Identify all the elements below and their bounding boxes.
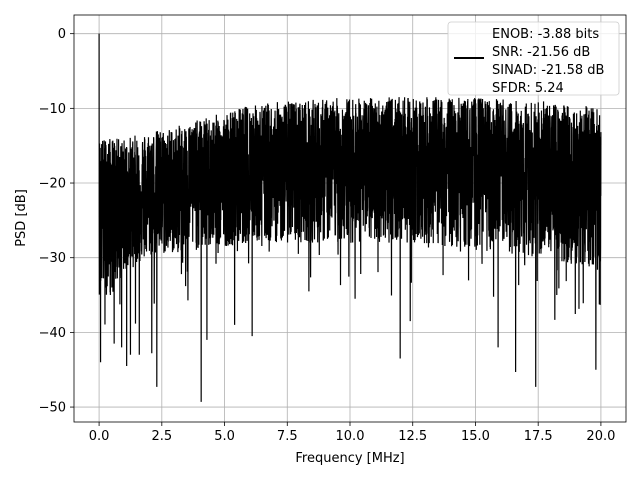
x-axis-label: Frequency [MHz] xyxy=(295,451,404,466)
y-tick-label: 0 xyxy=(58,27,66,42)
x-tick-label: 10.0 xyxy=(336,429,365,444)
legend-box xyxy=(447,21,620,96)
legend-entry-line: ENOB: -3.88 bits xyxy=(492,27,599,42)
x-tick-label: 0.0 xyxy=(89,429,110,444)
legend-entry-line: SFDR: 5.24 xyxy=(492,81,564,96)
legend-entry-line: SNR: -21.56 dB xyxy=(492,45,590,60)
y-axis-label: PSD [dB] xyxy=(14,189,29,247)
psd-series-line xyxy=(98,33,602,402)
y-tick-label: −30 xyxy=(39,251,66,266)
y-tick-label: −20 xyxy=(39,177,66,192)
legend: ENOB: -3.88 bits SNR: -21.56 dB SINAD: -21… xyxy=(447,21,620,96)
x-tick-label: 17.5 xyxy=(524,429,553,444)
x-tick-label: 5.0 xyxy=(214,429,235,444)
x-tick-label: 12.5 xyxy=(398,429,427,444)
x-axis: 0.0 2.5 5.0 7.5 10.0 12.5 15.0 17.5 20.0 xyxy=(89,422,615,444)
legend-entry-line: SINAD: -21.58 dB xyxy=(492,63,604,78)
y-axis: 0 −10 −20 −30 −40 −50 xyxy=(39,27,74,416)
y-tick-label: −50 xyxy=(39,401,66,416)
series-layer xyxy=(98,33,602,402)
x-tick-label: 7.5 xyxy=(277,429,298,444)
y-tick-label: −40 xyxy=(39,326,66,341)
x-tick-label: 20.0 xyxy=(586,429,615,444)
x-tick-label: 2.5 xyxy=(151,429,172,444)
y-tick-label: −10 xyxy=(39,102,66,117)
x-tick-label: 15.0 xyxy=(461,429,490,444)
